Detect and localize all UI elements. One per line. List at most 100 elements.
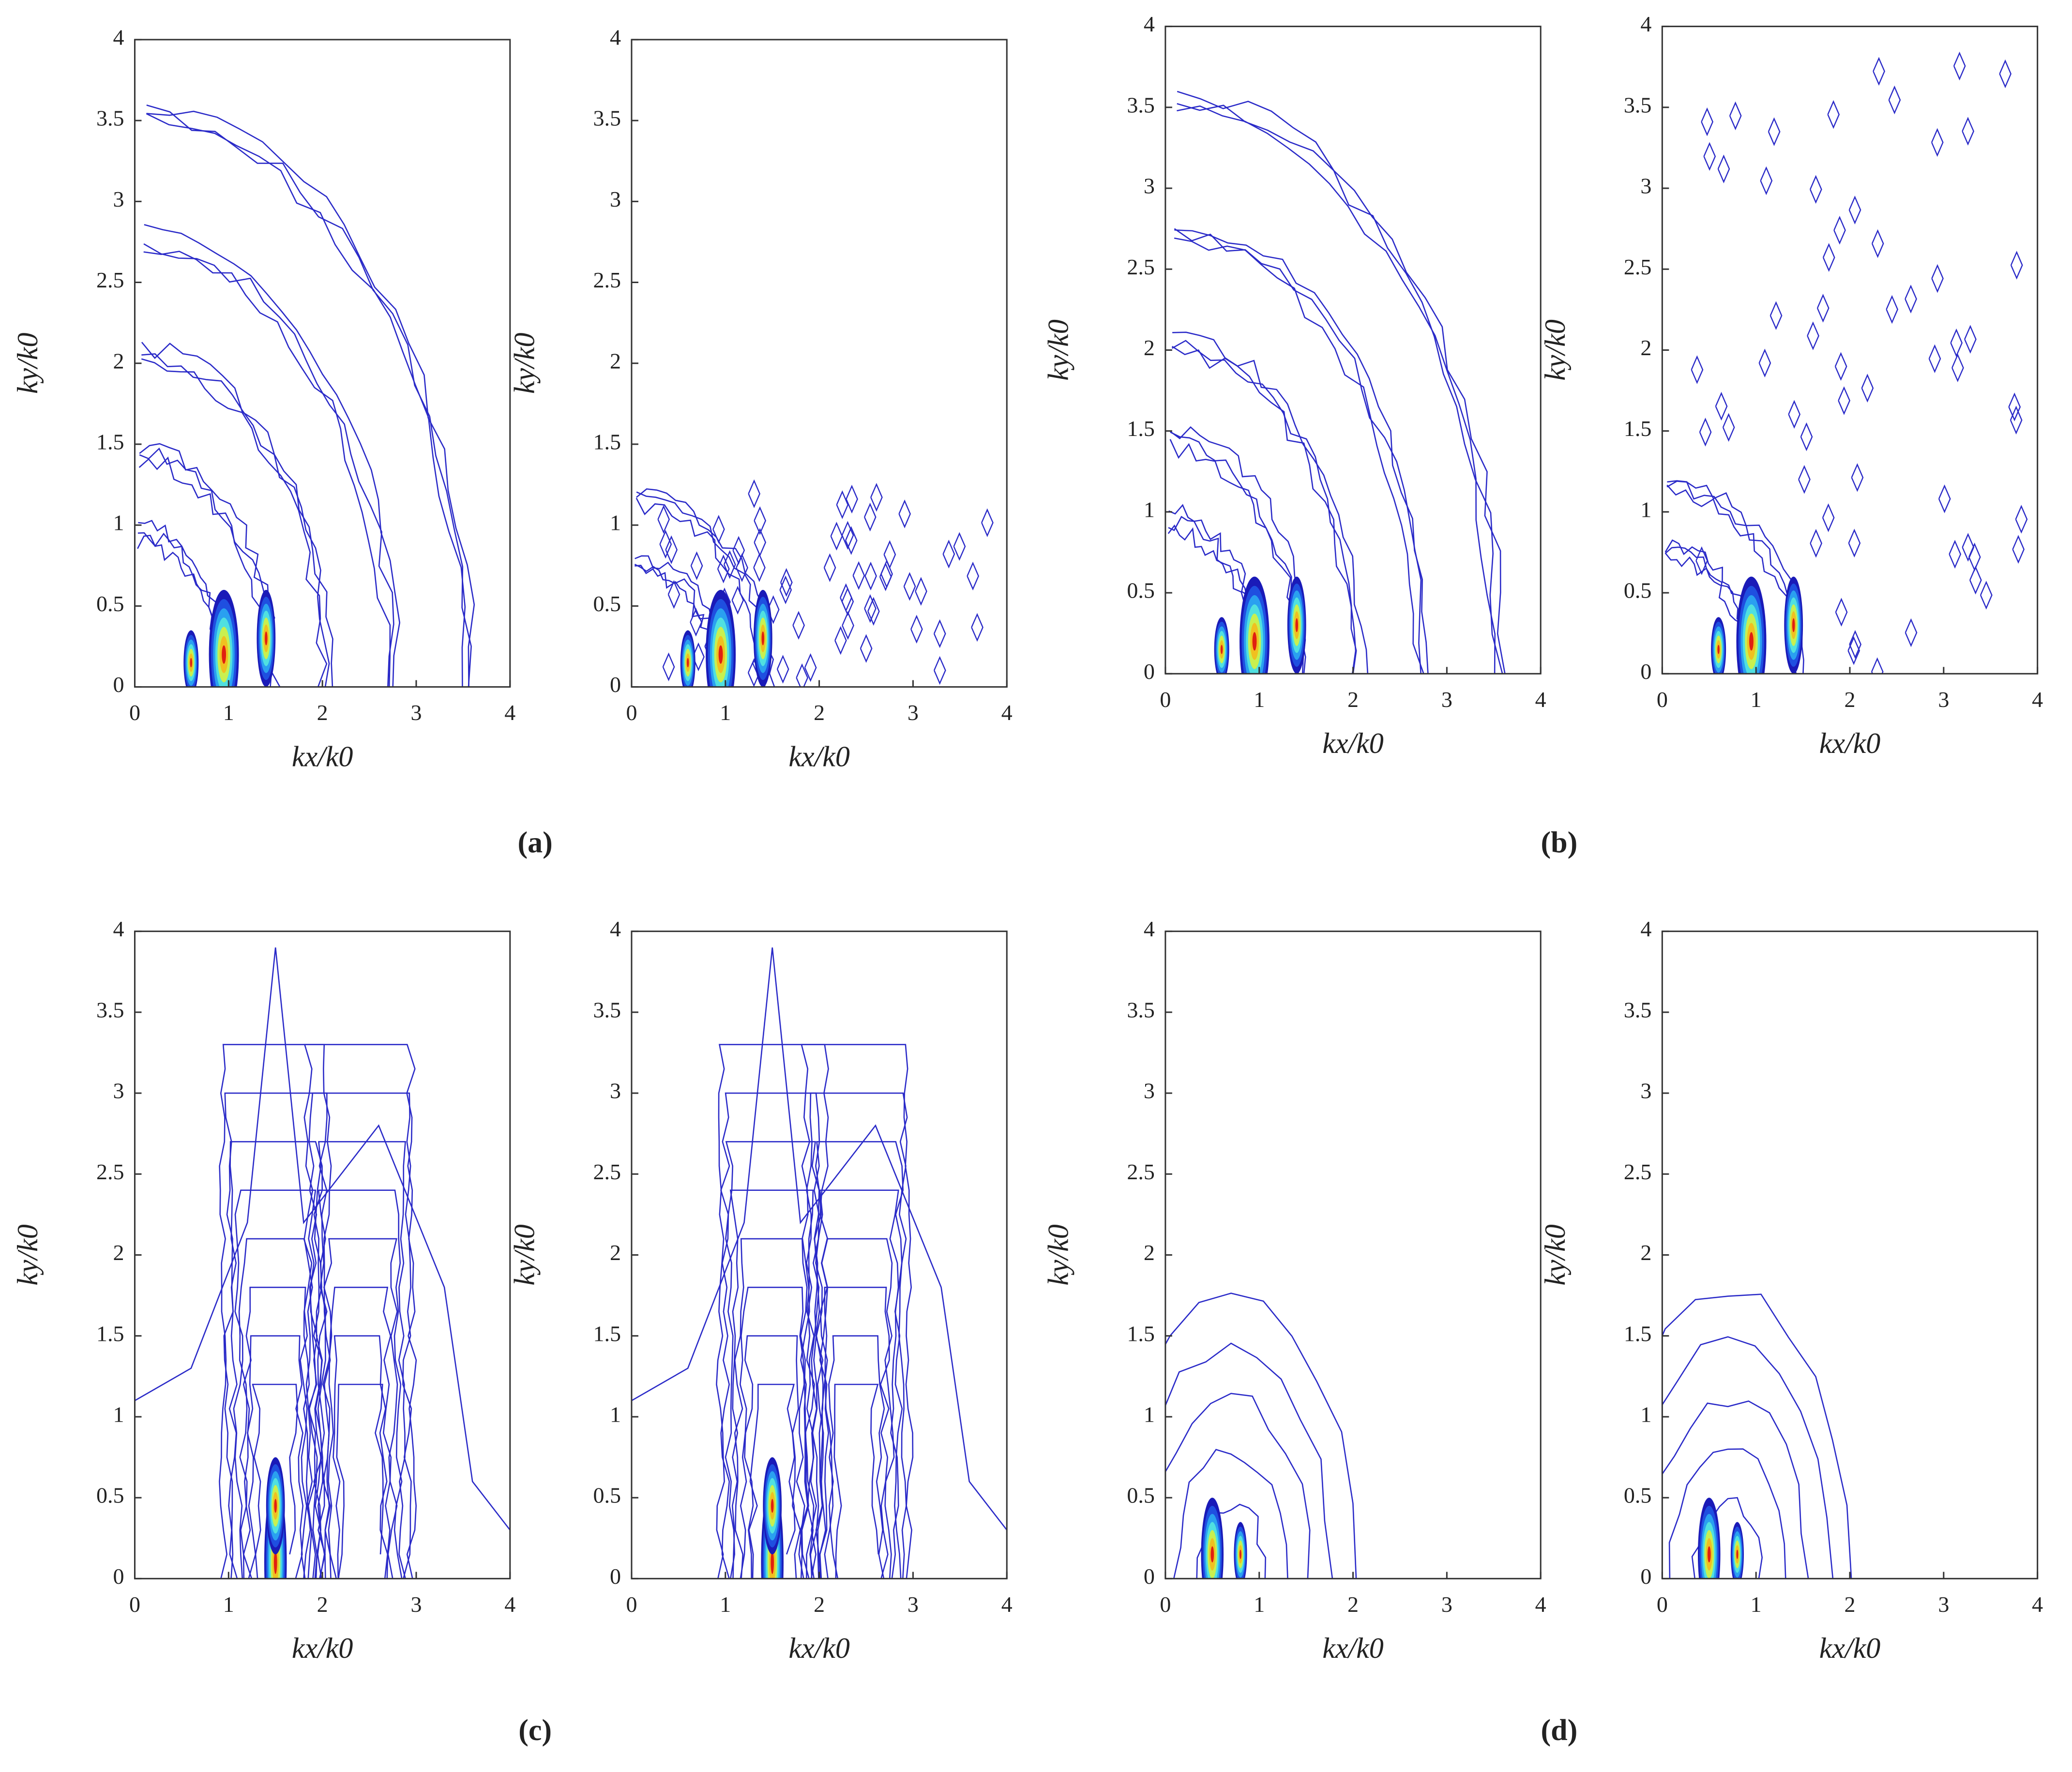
x-tick-label: 2 — [1845, 687, 1856, 712]
panel-label: (a) — [518, 826, 553, 859]
contour — [828, 1335, 885, 1579]
contours — [1662, 1293, 1852, 1579]
contour — [753, 553, 766, 582]
y-tick-label: 1 — [610, 511, 621, 535]
y-tick-label: 2.5 — [96, 268, 124, 292]
contour — [1969, 566, 1982, 595]
x-tick-label: 0 — [1657, 1592, 1668, 1617]
contour — [780, 568, 793, 597]
x-axis-label: kx/k0 — [788, 740, 850, 772]
contour — [1873, 57, 1885, 86]
y-tick-label: 3.5 — [1127, 997, 1155, 1022]
y-tick-label: 4 — [610, 916, 621, 941]
x-tick-label: 2 — [1347, 1592, 1359, 1617]
contour-plot: 0 1 2 3 4 0 0.5 1 1.5 2 2.5 3 3.5 4 kx/k0 ky/k0 — [509, 916, 1013, 1664]
x-axis-label: kx/k0 — [1322, 727, 1384, 759]
contour — [736, 553, 748, 582]
x-tick-label: 2 — [1845, 1592, 1856, 1617]
x-tick-label: 3 — [410, 1592, 422, 1617]
y-tick-label: 2.5 — [1624, 1159, 1652, 1184]
y-tick-label: 2.5 — [1127, 255, 1155, 279]
x-tick-label: 3 — [1441, 1592, 1452, 1617]
contour — [804, 653, 817, 682]
y-tick-label: 1 — [1640, 1402, 1651, 1427]
y-tick-label: 1.5 — [1624, 416, 1652, 441]
x-tick-label: 3 — [410, 700, 422, 725]
contour — [754, 506, 767, 535]
x-tick-label: 4 — [504, 700, 515, 725]
contour — [1833, 215, 1846, 245]
contour — [1170, 431, 1306, 674]
y-tick-label: 0.5 — [1624, 1483, 1652, 1508]
contour — [322, 1238, 398, 1579]
contour — [1177, 105, 1496, 674]
contour — [1838, 386, 1851, 415]
contour — [815, 1189, 899, 1579]
contour — [692, 642, 705, 672]
y-tick-label: 3.5 — [96, 106, 124, 131]
y-tick-label: 1 — [610, 1402, 621, 1427]
y-tick-label: 2 — [610, 348, 621, 373]
y-tick-label: 2.5 — [1127, 1159, 1155, 1184]
contour — [1171, 340, 1357, 674]
contours — [634, 479, 994, 687]
contour — [1807, 321, 1819, 350]
y-tick-label: 0.5 — [1127, 1483, 1155, 1508]
x-tick-label: 3 — [907, 700, 919, 725]
contour — [1699, 418, 1712, 447]
y-tick-label: 4 — [113, 25, 124, 49]
contour — [1953, 51, 1966, 81]
contour — [1931, 264, 1944, 293]
contour — [1888, 85, 1901, 115]
y-tick-label: 0.5 — [96, 591, 124, 616]
contour-fill — [1210, 1546, 1214, 1562]
y-axis-label: ky/k0 — [12, 332, 44, 394]
contour — [141, 358, 328, 687]
contour — [1810, 529, 1823, 558]
contour — [1822, 243, 1835, 272]
contour — [1768, 117, 1781, 146]
y-tick-label: 3 — [610, 187, 621, 211]
contour-fill — [190, 658, 192, 667]
x-tick-label: 0 — [626, 1592, 637, 1617]
contour — [662, 652, 675, 681]
contour — [732, 536, 745, 565]
x-tick-label: 4 — [1001, 1592, 1013, 1617]
contour — [910, 615, 923, 644]
contour — [1662, 1293, 1852, 1579]
contour — [933, 656, 946, 685]
x-tick-label: 4 — [504, 1592, 515, 1617]
contour-fill — [718, 645, 723, 664]
x-tick-label: 1 — [720, 700, 731, 725]
contour — [804, 1092, 908, 1579]
contour-fill — [1736, 1549, 1739, 1559]
contour — [1662, 1336, 1834, 1579]
contour-plot: 0 1 2 3 4 0 0.5 1 1.5 2 2.5 3 3.5 4 kx/k0 ky/k0 — [1043, 916, 1546, 1664]
x-tick-label: 3 — [1938, 1592, 1949, 1617]
contour — [667, 580, 681, 609]
y-tick-label: 4 — [1640, 12, 1651, 36]
contour — [659, 529, 672, 559]
y-tick-label: 2 — [610, 1240, 621, 1265]
y-tick-label: 0.5 — [593, 591, 621, 616]
contour-fill — [1707, 1546, 1711, 1562]
contour — [1177, 90, 1506, 674]
contour-plot: 0 1 2 3 4 0 0.5 1 1.5 2 2.5 3 3.5 4 kx/k0 ky/k0 — [1043, 12, 1546, 759]
y-tick-label: 0 — [113, 1564, 124, 1589]
contour — [1666, 481, 1804, 674]
contour — [725, 1141, 820, 1579]
contour — [933, 619, 946, 648]
y-tick-label: 1 — [1144, 497, 1155, 522]
contour — [1167, 524, 1252, 674]
y-tick-label: 3.5 — [1624, 997, 1652, 1022]
contour — [1962, 117, 1975, 146]
y-tick-label: 0.5 — [1127, 578, 1155, 603]
x-tick-label: 1 — [1751, 687, 1762, 712]
y-tick-label: 3 — [113, 187, 124, 211]
contour — [830, 522, 843, 551]
plot-frame — [631, 931, 1008, 1579]
contour — [219, 1044, 332, 1579]
contour — [824, 1287, 890, 1579]
contour — [903, 572, 916, 601]
contour — [141, 342, 333, 687]
